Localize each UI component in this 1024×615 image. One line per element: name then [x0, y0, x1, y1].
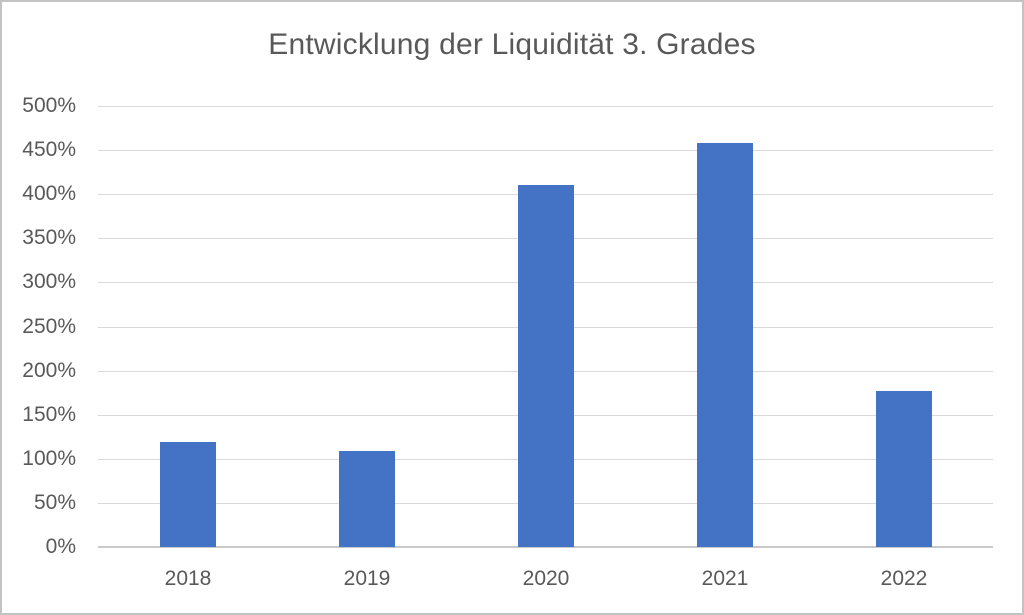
x-tick-label: 2022	[880, 567, 928, 590]
y-tick-label: 300%	[22, 270, 76, 293]
y-tick-label: 500%	[22, 94, 76, 117]
chart-title: Entwicklung der Liquidität 3. Grades	[268, 28, 756, 61]
y-tick-label: 200%	[22, 359, 76, 382]
x-tick-label: 2019	[343, 567, 391, 590]
x-tick-label: 2021	[701, 567, 749, 590]
bar-2022	[876, 391, 932, 547]
y-tick-label: 250%	[22, 315, 76, 338]
y-tick-label: 150%	[22, 403, 76, 426]
bar-2020	[518, 185, 574, 547]
bar-2019	[339, 451, 395, 547]
bar-2021	[697, 143, 753, 547]
x-tick-label: 2018	[164, 567, 212, 590]
y-tick-label: 50%	[33, 491, 76, 514]
plot-area	[98, 106, 993, 548]
gridline	[98, 150, 993, 151]
y-tick-label: 400%	[22, 182, 76, 205]
x-tick-label: 2020	[522, 567, 570, 590]
bar-2018	[160, 442, 216, 547]
y-tick-label: 450%	[22, 138, 76, 161]
y-tick-label: 0%	[45, 535, 76, 558]
y-tick-label: 350%	[22, 226, 76, 249]
y-tick-label: 100%	[22, 447, 76, 470]
gridline	[98, 106, 993, 107]
x-axis-line	[98, 546, 993, 548]
